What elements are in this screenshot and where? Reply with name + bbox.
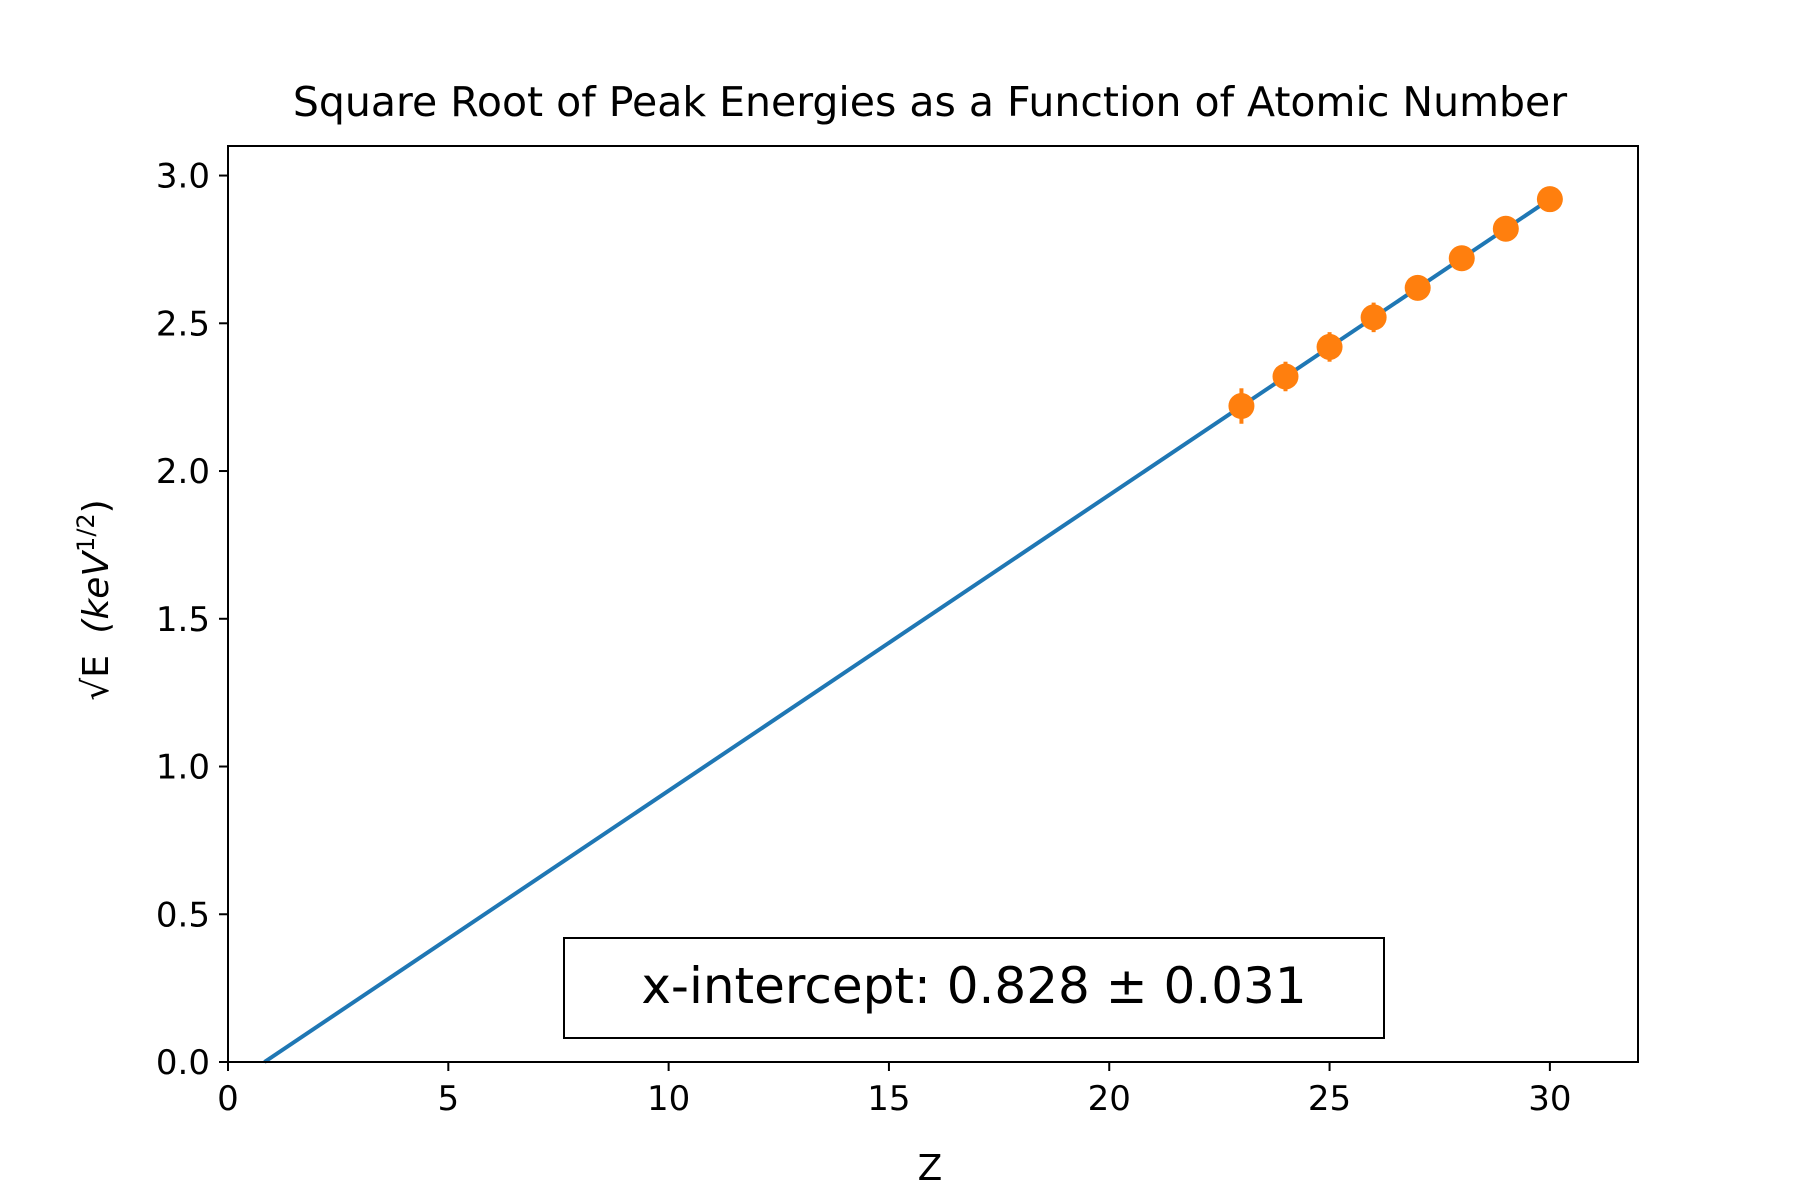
y-axis-label: √E (keV1/2) xyxy=(72,499,117,700)
data-point xyxy=(1492,215,1519,242)
annotation-text: x-intercept: 0.828 ± 0.031 xyxy=(641,957,1306,1015)
y-tick-label: 3.0 xyxy=(156,157,210,197)
fit-line xyxy=(263,197,1551,1064)
y-tick-label: 1.0 xyxy=(156,748,210,788)
data-point xyxy=(1360,304,1387,331)
y-tick-label: 2.5 xyxy=(156,304,210,344)
x-tick-label: 10 xyxy=(647,1079,690,1119)
y-axis-ticks: 0.0 0.5 1.0 1.5 2.0 2.5 3.0 xyxy=(156,157,228,1083)
y-axis-label-exponent: 1/2 xyxy=(72,513,100,552)
y-axis-label-symbol: √E xyxy=(76,655,117,701)
x-tick-label: 15 xyxy=(867,1079,910,1119)
x-tick-label: 20 xyxy=(1088,1079,1131,1119)
data-point xyxy=(1536,186,1563,213)
annotation-box: x-intercept: 0.828 ± 0.031 xyxy=(563,937,1385,1039)
y-tick-label: 2.0 xyxy=(156,452,210,492)
y-tick-label: 0.5 xyxy=(156,895,210,935)
x-tick-label: 30 xyxy=(1528,1079,1571,1119)
data-point xyxy=(1228,393,1255,420)
data-point xyxy=(1404,274,1431,301)
chart-title: Square Root of Peak Energies as a Functi… xyxy=(293,78,1567,126)
svg-text:√E (keV1/2): √E (keV1/2) xyxy=(72,499,117,700)
x-tick-label: 5 xyxy=(437,1079,459,1119)
y-tick-label: 0.0 xyxy=(156,1043,210,1083)
x-axis-label: Z xyxy=(918,1148,943,1189)
data-point xyxy=(1448,245,1475,272)
data-point xyxy=(1272,363,1299,390)
annotation-frame xyxy=(563,937,1385,1039)
data-points-layer xyxy=(1228,186,1563,424)
x-tick-label: 0 xyxy=(217,1079,239,1119)
x-axis-ticks: 0 5 10 15 20 25 30 xyxy=(217,1062,1572,1119)
fit-line-layer xyxy=(263,197,1551,1064)
y-tick-label: 1.5 xyxy=(156,600,210,640)
y-axis-label-close: ) xyxy=(76,499,117,513)
data-point xyxy=(1316,333,1343,360)
x-tick-label: 25 xyxy=(1308,1079,1351,1119)
y-axis-label-unit: (keV xyxy=(76,550,117,634)
plot-area-frame xyxy=(227,145,1639,1063)
